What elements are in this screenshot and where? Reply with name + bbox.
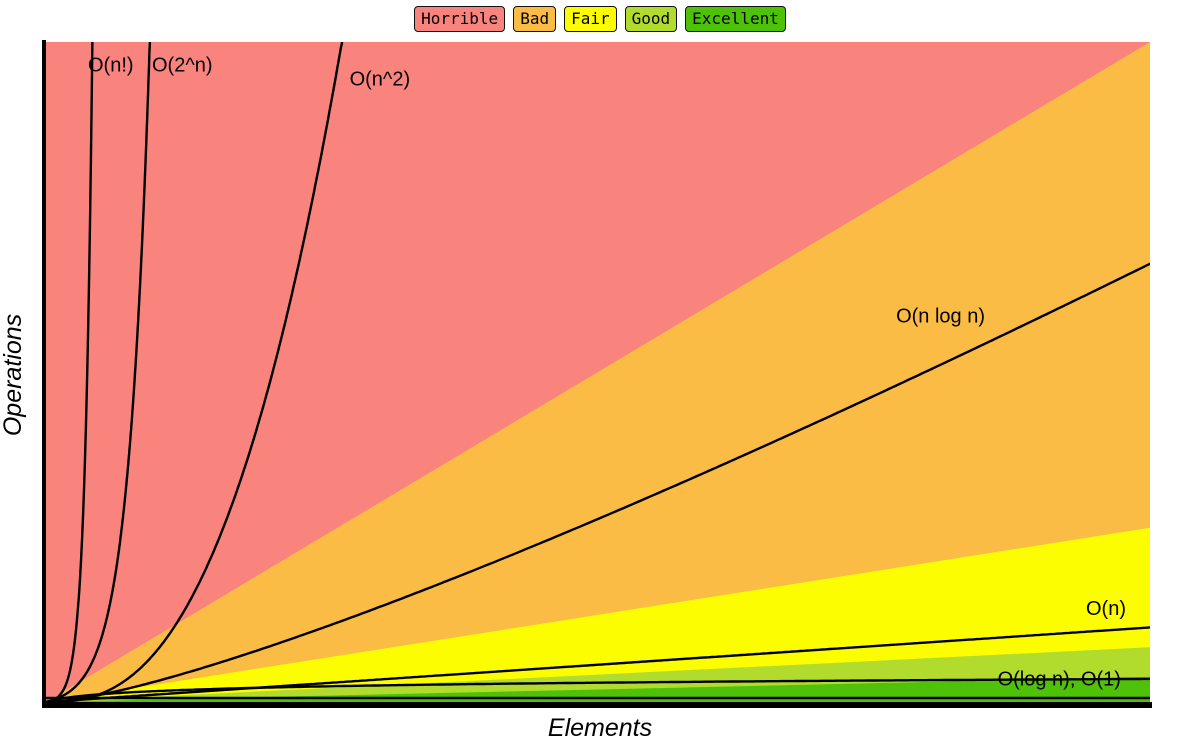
legend-item-excellent: Excellent <box>685 6 786 32</box>
curve-label-log-n: O(log n), O(1) <box>998 669 1121 691</box>
curve-label-n: O(n) <box>1086 598 1126 620</box>
legend-item-fair: Fair <box>564 6 617 32</box>
y-axis-label: Operations <box>0 313 27 437</box>
legend-item-horrible: Horrible <box>414 6 506 32</box>
complexity-plot: O(n!) O(2^n) O(n^2) O(n log n) O(n) O(log n),… <box>46 42 1150 702</box>
legend-item-bad: Bad <box>513 6 557 32</box>
legend-item-good: Good <box>624 6 678 32</box>
curve-log-n <box>46 677 1150 702</box>
x-axis-line <box>42 702 1152 708</box>
region-bad <box>46 42 1150 702</box>
y-axis-line <box>42 40 46 708</box>
plot-area: O(n!) O(2^n) O(n^2) O(n log n) O(n) O(log n),… <box>46 42 1150 702</box>
curve-label-n-log-n: O(n log n) <box>896 306 985 328</box>
curve-label-n-factorial: O(n!) <box>88 55 134 77</box>
curve-label-2-pow-n: O(2^n) <box>152 55 213 77</box>
region-fair <box>46 527 1150 702</box>
curve-n-log-n <box>46 262 1150 702</box>
legend: Horrible Bad Fair Good Excellent <box>0 6 1200 32</box>
region-excellent <box>46 676 1150 702</box>
x-axis-label: Elements <box>547 714 653 742</box>
curve-label-n-squared: O(n^2) <box>350 69 411 91</box>
curve-2-pow-n <box>46 42 152 702</box>
